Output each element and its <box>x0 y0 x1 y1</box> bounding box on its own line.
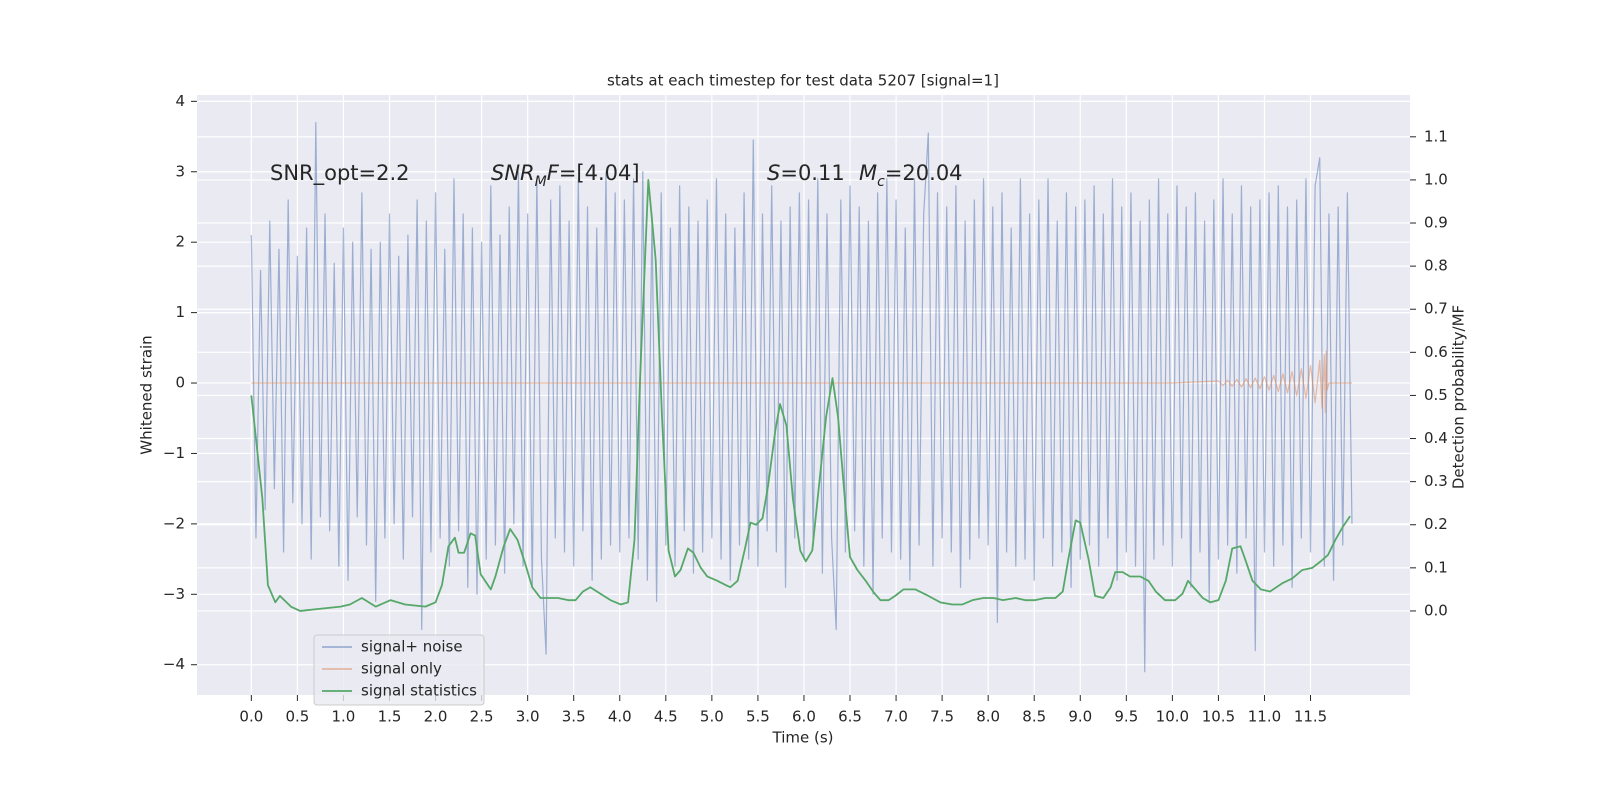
x-tick-label: 5.0 <box>700 708 724 726</box>
series-line <box>251 350 1352 414</box>
y-tick-label: −1 <box>163 444 185 462</box>
annotation-part: S <box>767 161 780 185</box>
x-tick-label: 1.5 <box>378 708 402 726</box>
y-tick-label: 4 <box>175 92 185 110</box>
y-tick-label: −3 <box>163 585 185 603</box>
y2-tick-label: 0.9 <box>1424 214 1448 232</box>
x-tick-label: 8.0 <box>976 708 1000 726</box>
chart-title: stats at each timestep for test data 520… <box>607 72 999 90</box>
y2-tick-label: 0.7 <box>1424 300 1448 318</box>
legend-box <box>313 634 485 706</box>
legend-label: signal statistics <box>361 682 477 700</box>
x-tick-label: 9.5 <box>1114 708 1138 726</box>
x-tick-label: 0.0 <box>239 708 263 726</box>
x-tick-label: 6.0 <box>792 708 816 726</box>
x-tick-label: 9.0 <box>1068 708 1092 726</box>
y-tick-label: 3 <box>175 162 185 180</box>
y2-tick-label: 0.6 <box>1424 343 1448 361</box>
x-tick-label: 4.0 <box>608 708 632 726</box>
x-tick-label: 8.5 <box>1022 708 1046 726</box>
x-tick-label: 10.5 <box>1202 708 1235 726</box>
annotation-part: =[4.04] <box>559 161 640 185</box>
annotation: SNR_opt=2.2 <box>270 161 410 186</box>
annotation: Mc=20.04 <box>859 161 963 190</box>
x-tick-label: 7.0 <box>884 708 908 726</box>
legend-label: signal only <box>361 660 442 678</box>
x-tick-label: 6.5 <box>838 708 862 726</box>
x-axis-label: Time (s) <box>772 729 834 747</box>
grid <box>197 95 1410 695</box>
annotation-part: =0.11 <box>780 161 844 185</box>
annotation-part: M <box>535 174 547 190</box>
series-line <box>250 121 1353 673</box>
y2-tick-label: 0.0 <box>1424 601 1448 619</box>
annotation-part: M <box>859 161 877 185</box>
x-tick-label: 1.0 <box>332 708 356 726</box>
y2-tick-label: 0.2 <box>1424 515 1448 533</box>
y-axis-label: Whitened strain <box>138 335 156 454</box>
annotation: SNRMF=[4.04] <box>491 161 640 190</box>
legend: signal+ noise signal only signal statistic… <box>313 634 485 706</box>
annotation-part: SNR <box>491 161 535 185</box>
y2-tick-label: 0.1 <box>1424 558 1448 576</box>
x-tick-label: 3.5 <box>562 708 586 726</box>
x-tick-label: 2.0 <box>424 708 448 726</box>
annotation-part: SNR_opt=2.2 <box>270 161 410 186</box>
y2-tick-label: 0.3 <box>1424 472 1448 490</box>
x-tick-label: 4.5 <box>654 708 678 726</box>
y2-tick-label: 1.0 <box>1424 170 1448 188</box>
y2-tick-label: 0.5 <box>1424 386 1448 404</box>
x-tick-label: 11.5 <box>1294 708 1327 726</box>
y2-tick-label: 1.1 <box>1424 127 1448 145</box>
y-tick-label: 1 <box>175 303 185 321</box>
y2-tick-label: 0.4 <box>1424 429 1448 447</box>
x-tick-label: 11.0 <box>1248 708 1281 726</box>
annotation-part: c <box>877 174 885 190</box>
annotation-part: F <box>547 161 560 185</box>
y-tick-label: 0 <box>175 374 185 392</box>
y-tick-label: −4 <box>163 655 185 673</box>
x-tick-label: 10.0 <box>1156 708 1189 726</box>
x-tick-label: 2.5 <box>470 708 494 726</box>
series-line <box>250 179 1351 612</box>
marks <box>250 121 1353 673</box>
annotation-part: =20.04 <box>885 161 963 185</box>
y2-tick-label: 0.8 <box>1424 257 1448 275</box>
annotation: S=0.11 <box>767 161 845 185</box>
x-tick-label: 7.5 <box>930 708 954 726</box>
labels: stats at each timestep for test data 520… <box>138 72 1468 747</box>
y-tick-label: 2 <box>175 233 185 251</box>
x-tick-label: 0.5 <box>285 708 309 726</box>
y-tick-label: −2 <box>163 514 185 532</box>
x-tick-label: 5.5 <box>746 708 770 726</box>
x-tick-label: 3.0 <box>516 708 540 726</box>
y2-axis-label: Detection probability/MF <box>1450 305 1468 489</box>
legend-label: signal+ noise <box>361 638 463 656</box>
